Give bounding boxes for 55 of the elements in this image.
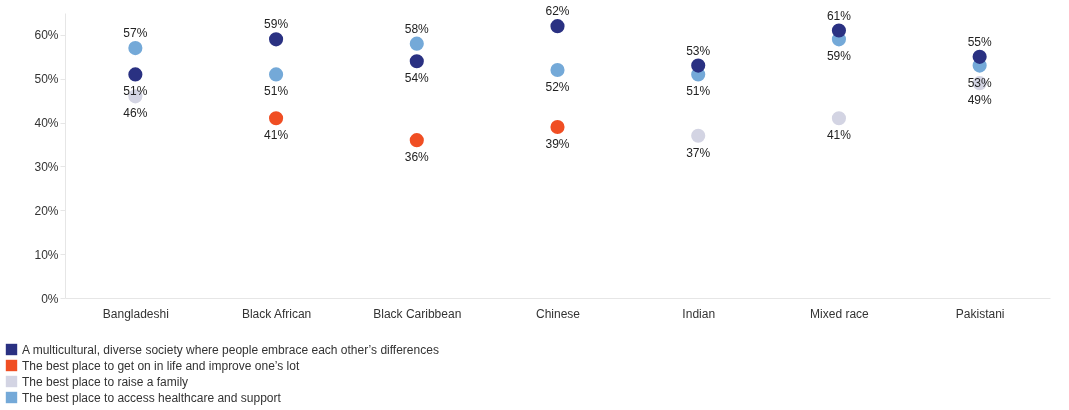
point xyxy=(691,58,706,73)
point xyxy=(409,133,424,148)
data-label: 39% xyxy=(545,137,570,151)
point xyxy=(550,62,565,78)
data-label: 49% xyxy=(967,93,992,108)
data-label: 37% xyxy=(686,145,711,160)
x-tick-label: Black African xyxy=(241,306,312,321)
point xyxy=(269,67,284,82)
data-label: 46% xyxy=(123,106,148,121)
data-label: 51% xyxy=(123,84,148,99)
x-tick-label: Indian xyxy=(682,306,716,321)
legend-label: The best place to access healthcare and support xyxy=(22,390,282,405)
point xyxy=(409,36,424,51)
legend-label: The best place to get on in life and improve one’s lot xyxy=(22,358,300,373)
point xyxy=(128,67,143,82)
point xyxy=(831,111,846,126)
data-label: 61% xyxy=(826,8,852,23)
data-label: 41% xyxy=(826,128,852,143)
data-label: 53% xyxy=(686,43,711,58)
point xyxy=(550,19,565,34)
x-tick-label: Mixed race xyxy=(810,306,870,321)
point xyxy=(269,111,284,126)
point xyxy=(409,54,424,69)
data-label: 51% xyxy=(686,84,711,99)
data-label: 59% xyxy=(826,49,852,64)
data-label: 55% xyxy=(967,34,992,49)
data-label: 54% xyxy=(404,71,430,86)
data-label: 52% xyxy=(545,80,570,94)
y-tick-label: 60% xyxy=(34,28,59,43)
x-tick-label: Black Caribbean xyxy=(373,306,462,321)
point xyxy=(691,128,706,143)
legend-label: The best place to raise a family xyxy=(22,374,189,389)
data-label: 41% xyxy=(264,128,289,143)
y-tick-label: 40% xyxy=(34,116,59,131)
point xyxy=(128,41,143,56)
data-label: 36% xyxy=(404,150,430,165)
data-label: 57% xyxy=(123,26,148,41)
point xyxy=(831,23,846,38)
y-tick-label: 0% xyxy=(41,291,59,306)
data-label: 59% xyxy=(264,17,289,32)
data-label: 58% xyxy=(404,21,430,36)
point xyxy=(972,49,987,64)
legend-label: A multicultural, diverse society where people embrace each other’s differences xyxy=(22,342,439,357)
y-tick-label: 10% xyxy=(34,247,59,262)
y-tick-label: 30% xyxy=(34,159,59,174)
data-label: 62% xyxy=(545,4,570,19)
y-tick-label: 20% xyxy=(34,203,59,218)
data-label: 51% xyxy=(264,84,289,99)
x-tick-label: Bangladeshi xyxy=(102,306,169,321)
x-tick-label: Pakistani xyxy=(955,306,1005,321)
y-tick-label: 50% xyxy=(34,72,59,87)
point xyxy=(269,32,284,47)
point xyxy=(550,119,565,135)
x-tick-label: Chinese xyxy=(535,306,581,321)
data-label: 53% xyxy=(967,75,992,90)
